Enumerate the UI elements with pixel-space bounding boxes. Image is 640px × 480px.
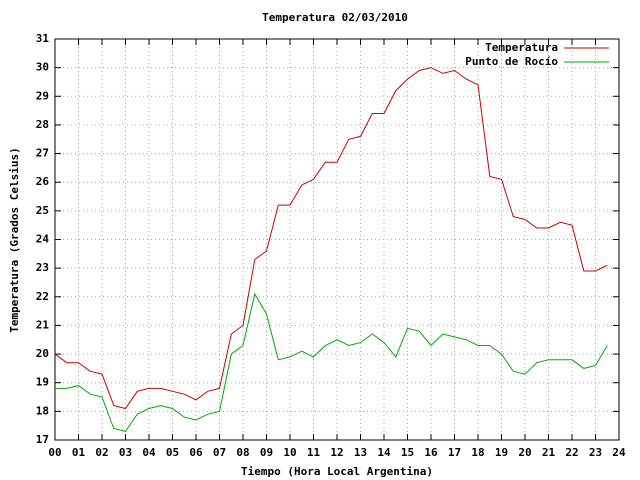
x-tick-label: 13 [354,446,367,459]
y-tick-label: 31 [36,32,50,45]
y-tick-label: 27 [36,147,49,160]
x-tick-label: 03 [119,446,132,459]
x-tick-label: 04 [142,446,156,459]
y-tick-label: 19 [36,376,49,389]
series-line [54,67,608,410]
y-tick-label: 18 [36,404,49,417]
y-tick-label: 23 [36,261,49,274]
x-tick-label: 09 [260,446,273,459]
y-tick-label: 17 [36,433,49,446]
x-tick-label: 02 [95,446,108,459]
x-tick-label: 14 [377,446,391,459]
y-tick-label: 28 [36,118,49,131]
x-tick-label: 06 [189,446,203,459]
x-tick-label: 07 [213,446,226,459]
chart-title: Temperatura 02/03/2010 [262,11,408,24]
x-axis-label: Tiempo (Hora Local Argentina) [241,465,433,478]
legend-label: Temperatura [485,41,558,54]
legend-label: Punto de Rocío [465,55,558,68]
x-tick-label: 01 [72,446,86,459]
x-tick-label: 23 [589,446,602,459]
x-tick-label: 21 [542,446,556,459]
y-tick-label: 20 [36,347,49,360]
y-tick-label: 29 [36,89,49,102]
x-tick-label: 12 [330,446,343,459]
plot-border [54,38,620,441]
x-tick-label: 10 [283,446,296,459]
x-tick-label: 00 [48,446,61,459]
x-tick-label: 16 [424,446,438,459]
x-tick-label: 11 [307,446,321,459]
y-tick-label: 30 [36,61,49,74]
x-tick-label: 20 [518,446,531,459]
x-tick-label: 17 [448,446,461,459]
x-tick-label: 15 [401,446,414,459]
x-tick-label: 18 [471,446,484,459]
x-tick-label: 05 [166,446,179,459]
x-tick-label: 08 [236,446,249,459]
x-tick-label: 19 [495,446,508,459]
y-tick-label: 25 [36,204,49,217]
x-tick-label: 24 [612,446,626,459]
y-tick-label: 24 [36,233,50,246]
series-line [55,292,608,432]
y-tick-label: 22 [36,290,49,303]
y-axis-label: Temperatura (Grados Celsius) [8,147,21,332]
y-tick-label: 26 [36,175,50,188]
x-tick-label: 22 [565,446,578,459]
y-tick-label: 21 [36,318,50,331]
